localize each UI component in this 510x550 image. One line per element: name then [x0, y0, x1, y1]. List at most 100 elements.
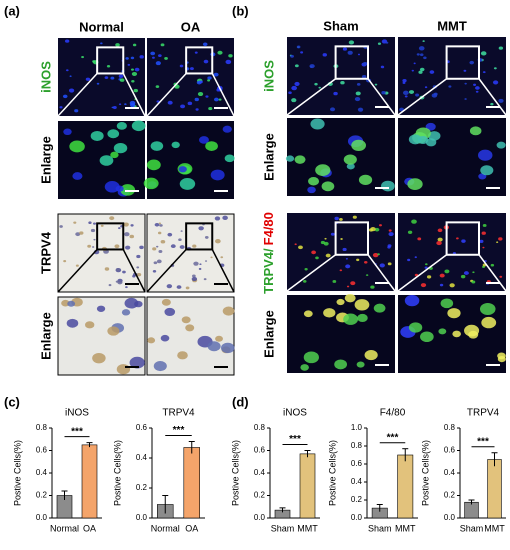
cell	[192, 244, 197, 248]
cell	[124, 232, 130, 237]
cell	[294, 243, 297, 246]
y-tick-label: 0.4	[136, 453, 148, 462]
column-label: Sham	[323, 18, 358, 33]
cell	[315, 256, 319, 260]
x-tick-label: Sham	[460, 523, 484, 533]
chart-title: F4/80	[380, 408, 406, 419]
chart-title: TRPV4	[162, 408, 195, 419]
cell	[298, 245, 303, 250]
cell	[496, 141, 506, 149]
cell	[481, 231, 486, 235]
cell	[199, 263, 202, 266]
cell	[207, 79, 211, 82]
cell	[79, 231, 84, 235]
cell	[167, 100, 173, 105]
cell	[296, 45, 301, 49]
y-tick-label: 0.2	[36, 491, 48, 500]
cell	[439, 273, 445, 278]
cell	[469, 60, 475, 65]
cell	[311, 250, 317, 255]
zoom-line	[57, 248, 98, 293]
cell	[408, 322, 423, 333]
cell	[481, 316, 497, 329]
y-tick-label: 1.0	[351, 423, 363, 432]
cell	[484, 260, 487, 262]
cell	[85, 321, 95, 329]
significance-label: ***	[387, 432, 399, 443]
cell	[228, 54, 233, 58]
cell	[499, 275, 503, 278]
cell	[414, 256, 417, 259]
y-tick-label: 0.8	[351, 441, 363, 450]
cell	[193, 261, 199, 266]
cell	[407, 178, 423, 191]
cell	[413, 62, 416, 65]
row-label-part: F4/80	[261, 212, 276, 245]
cell	[210, 256, 213, 259]
cell	[422, 40, 425, 43]
cell	[473, 83, 477, 86]
cell	[415, 93, 420, 97]
zoom-box	[445, 221, 481, 256]
cell	[171, 141, 180, 149]
x-tick-label: MMT	[297, 523, 318, 533]
cell	[498, 98, 504, 103]
cell	[198, 267, 202, 270]
cell	[419, 53, 424, 57]
cell	[294, 81, 300, 86]
cell	[339, 217, 343, 221]
cell	[124, 103, 127, 106]
bar	[397, 454, 414, 519]
cell	[302, 279, 307, 283]
cell	[452, 330, 461, 338]
cell	[108, 284, 112, 287]
cell	[439, 283, 444, 287]
cell	[461, 239, 466, 243]
cell	[67, 300, 76, 307]
cell	[155, 61, 161, 66]
cell	[290, 54, 294, 58]
cell	[361, 74, 367, 79]
cell	[417, 237, 422, 241]
cell	[418, 46, 425, 51]
cell	[218, 98, 222, 101]
cell	[155, 85, 160, 89]
cell	[333, 91, 338, 96]
cell	[440, 298, 454, 309]
cell	[404, 295, 420, 307]
cell	[136, 266, 140, 269]
cell	[109, 216, 115, 221]
cell	[63, 260, 67, 263]
row-label: iNOS	[38, 61, 53, 93]
cell	[202, 42, 208, 47]
y-tick-label: 0.0	[444, 513, 456, 522]
cell	[492, 80, 499, 85]
cell	[354, 97, 361, 102]
cell	[147, 337, 156, 344]
panel-label: (a)	[4, 3, 20, 18]
cell	[106, 64, 111, 68]
cell	[346, 285, 350, 288]
cell	[208, 106, 213, 111]
cell	[92, 60, 96, 63]
cell	[456, 237, 459, 240]
cell	[463, 271, 469, 275]
bar	[183, 447, 201, 519]
cell	[180, 104, 186, 109]
cell	[479, 239, 484, 243]
cell	[129, 234, 135, 239]
cell	[346, 163, 355, 170]
cell	[444, 269, 450, 274]
cell	[330, 107, 336, 112]
row-label: Enlarge	[38, 136, 53, 184]
y-tick-label: 0.0	[351, 513, 363, 522]
cell	[124, 297, 139, 309]
y-axis-label: Postive Cells(%)	[230, 440, 240, 506]
cell	[213, 97, 219, 102]
cell	[179, 64, 184, 68]
cell	[362, 62, 368, 66]
cell	[118, 227, 121, 230]
zoom-line	[146, 72, 187, 117]
cell	[460, 274, 466, 279]
